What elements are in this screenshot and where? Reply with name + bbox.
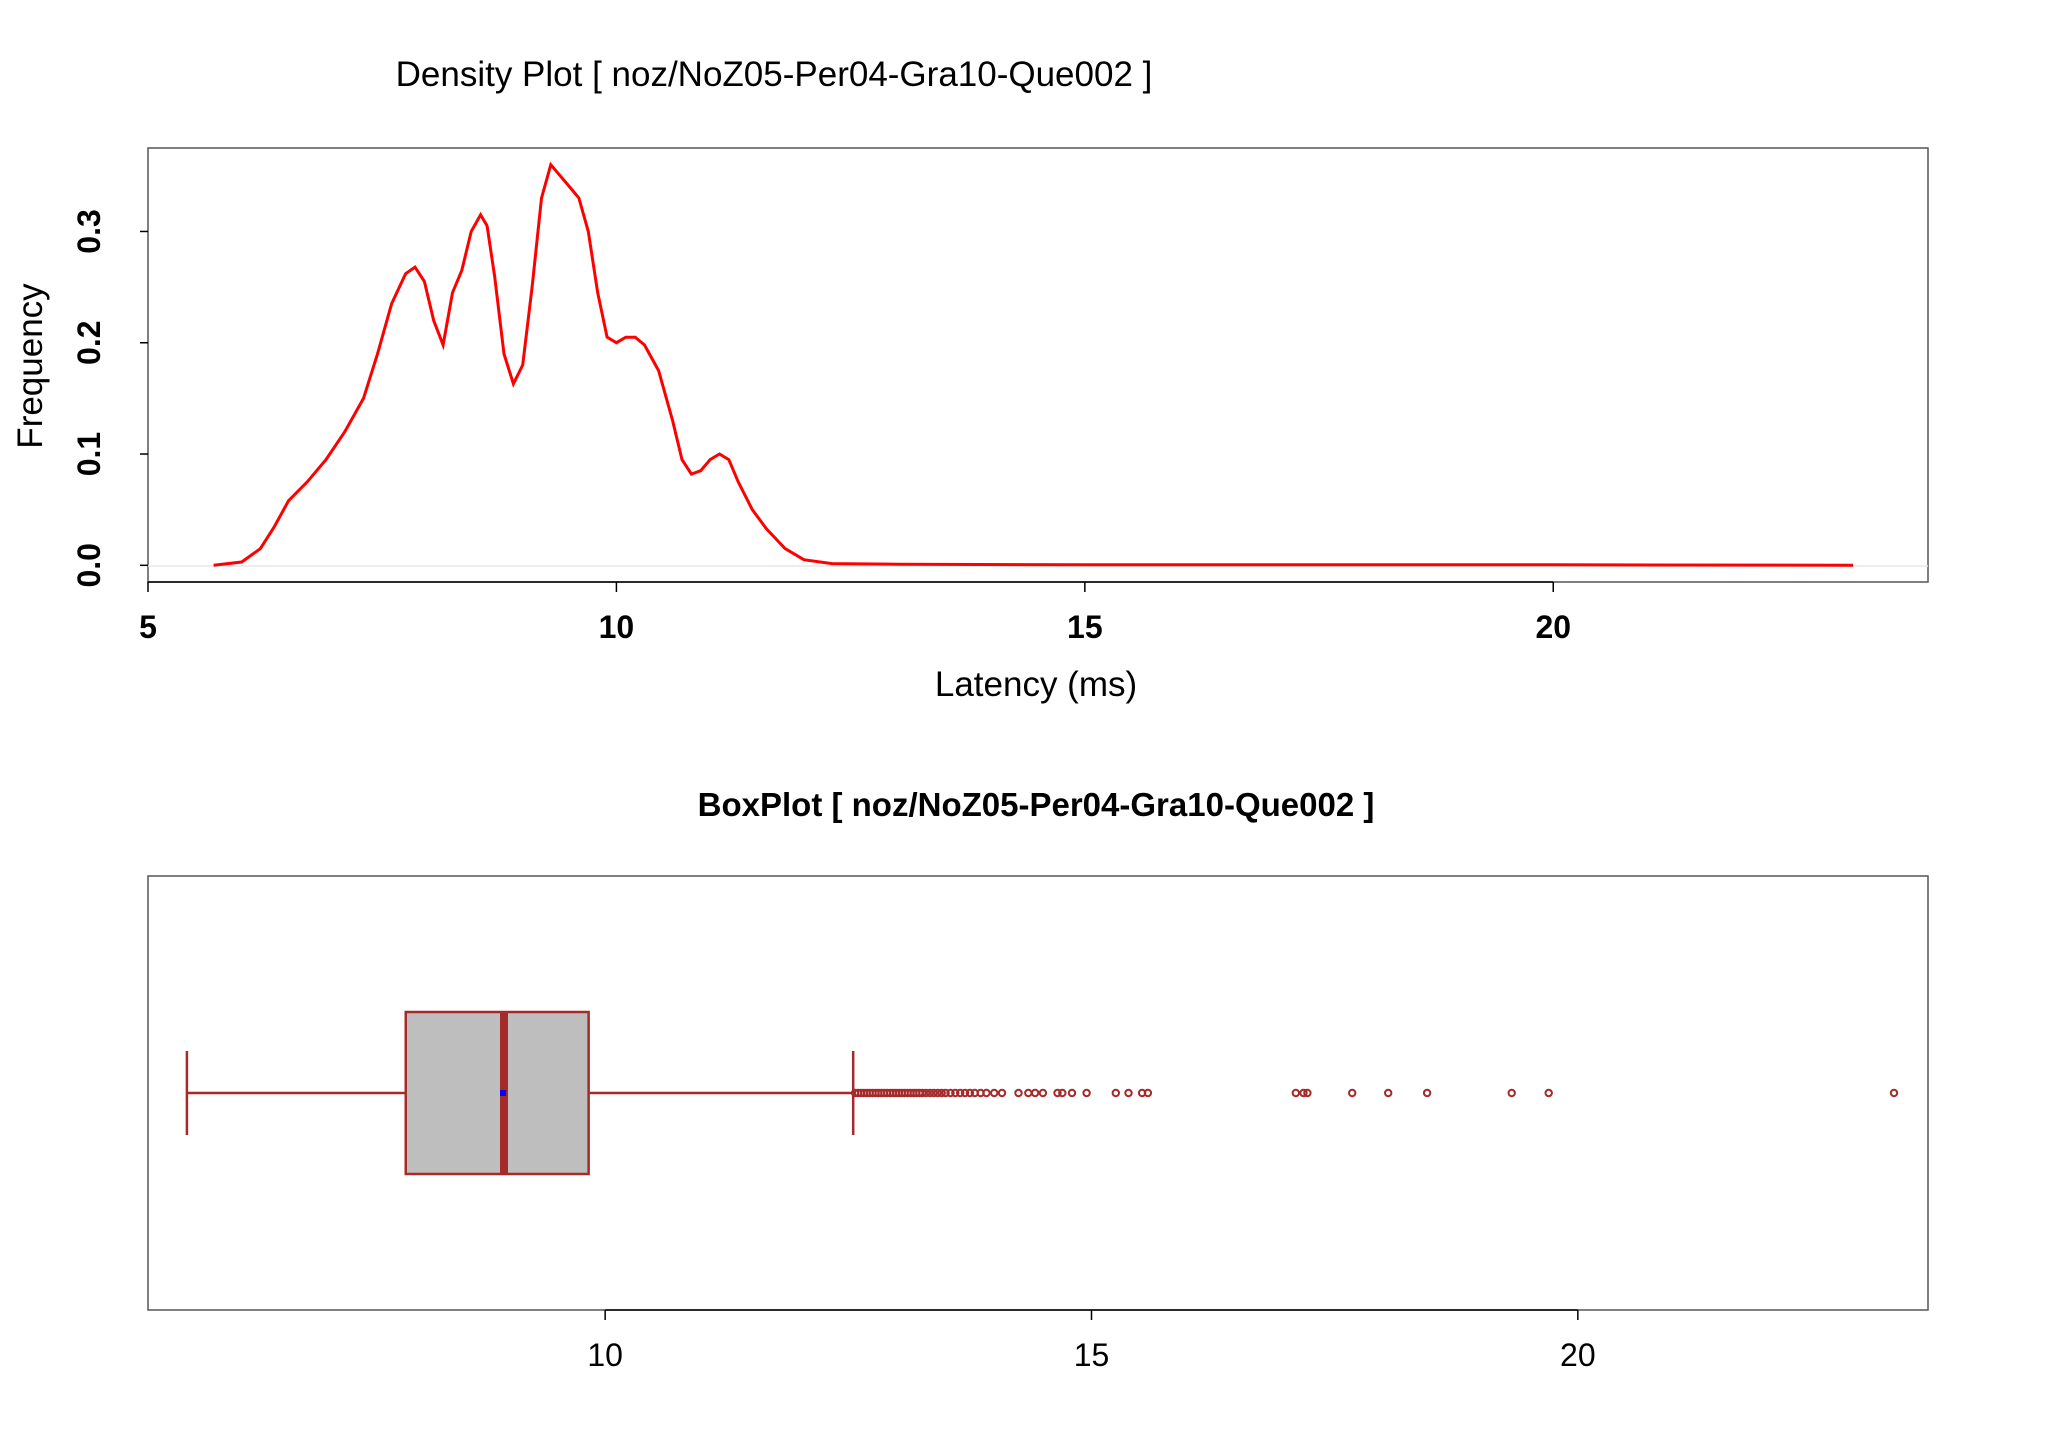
density-y-axis: 0.0 0.1 0.2 0.3: [71, 209, 148, 588]
density-x-tick-label: 15: [1067, 609, 1103, 645]
boxplot-marks: [185, 1010, 1899, 1176]
density-x-axis: 5 10 15 20: [139, 581, 1571, 645]
density-curve: [213, 161, 1854, 567]
outlier-point: [1053, 1088, 1062, 1098]
outlier-point: [956, 1088, 965, 1098]
boxplot-x-tick-label: 15: [1074, 1337, 1110, 1373]
outlier-point: [918, 1088, 927, 1098]
box-plot: BoxPlot [ noz/NoZ05-Per04-Gra10-Que002 ]…: [147, 786, 1929, 1373]
outlier-point: [937, 1088, 946, 1098]
density-x-tick-label: 5: [139, 609, 157, 645]
outlier-point: [941, 1088, 950, 1098]
outlier-point: [1384, 1088, 1393, 1098]
outlier-point: [1014, 1088, 1023, 1098]
outlier-point: [925, 1088, 935, 1098]
density-x-tick-label: 10: [599, 609, 635, 645]
outlier-point: [1124, 1088, 1133, 1098]
density-y-tick-label: 0.2: [71, 321, 107, 365]
outlier-point: [1507, 1088, 1516, 1098]
outlier-point: [1067, 1088, 1077, 1098]
outlier-point: [1889, 1088, 1899, 1098]
outlier-point: [1143, 1088, 1153, 1098]
outlier-point: [997, 1088, 1007, 1098]
outlier-point: [1111, 1088, 1121, 1098]
outlier-point: [1291, 1088, 1301, 1098]
outlier-point: [982, 1088, 991, 1098]
outlier-point: [951, 1088, 960, 1098]
outlier-point: [990, 1088, 999, 1098]
outlier-point: [1024, 1088, 1033, 1098]
density-y-label: Frequency: [11, 283, 50, 449]
outlier-point: [1348, 1088, 1357, 1098]
outlier-point: [933, 1088, 942, 1098]
outlier-point: [1038, 1088, 1048, 1098]
outlier-point: [921, 1088, 931, 1098]
outlier-point: [946, 1088, 955, 1098]
outlier-point: [1082, 1088, 1091, 1098]
boxplot-x-tick-label: 20: [1560, 1337, 1596, 1373]
density-plot-frame: [147, 147, 1929, 583]
mean-marker: [500, 1090, 507, 1096]
density-y-tick-label: 0.3: [71, 209, 107, 253]
outlier-point: [1299, 1088, 1308, 1098]
outlier-point: [965, 1088, 975, 1098]
density-x-tick-label: 20: [1535, 609, 1571, 645]
density-title: Density Plot [ noz/NoZ05-Per04-Gra10-Que…: [396, 55, 1153, 94]
density-y-tick-label: 0.1: [71, 432, 107, 476]
boxplot-title: BoxPlot [ noz/NoZ05-Per04-Gra10-Que002 ]: [698, 786, 1375, 823]
boxplot-x-axis: 10 15 20: [587, 1309, 1596, 1373]
outlier-point: [929, 1088, 939, 1098]
boxplot-x-tick-label: 10: [587, 1337, 623, 1373]
outlier-point: [1422, 1088, 1432, 1098]
outlier-point: [1544, 1088, 1553, 1098]
density-plot: Density Plot [ noz/NoZ05-Per04-Gra10-Que…: [11, 55, 1929, 704]
outlier-point: [1030, 1088, 1040, 1098]
outlier-point: [960, 1088, 970, 1098]
interquartile-box: [404, 1010, 590, 1176]
outlier-point: [1303, 1088, 1312, 1098]
outlier-point: [1058, 1088, 1067, 1098]
density-x-label: Latency (ms): [935, 665, 1137, 704]
density-y-tick-label: 0.0: [71, 543, 107, 587]
